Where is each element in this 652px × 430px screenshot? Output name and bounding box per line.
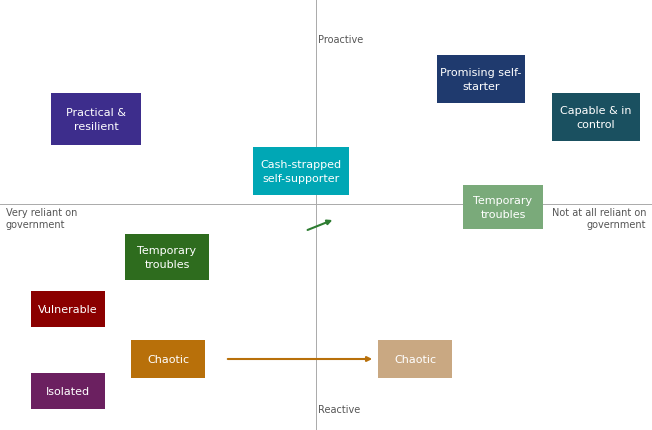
Text: Chaotic: Chaotic (147, 354, 189, 364)
Text: Practical &
resilient: Practical & resilient (66, 108, 126, 131)
FancyBboxPatch shape (463, 186, 543, 230)
Text: Reactive: Reactive (318, 404, 361, 414)
Text: Very reliant on
government: Very reliant on government (6, 208, 78, 230)
Text: Promising self-
starter: Promising self- starter (440, 68, 522, 92)
Text: Temporary
troubles: Temporary troubles (473, 196, 533, 219)
Text: Cash-strapped
self-supporter: Cash-strapped self-supporter (260, 160, 342, 183)
FancyBboxPatch shape (131, 340, 205, 378)
Text: Temporary
troubles: Temporary troubles (138, 246, 196, 269)
FancyBboxPatch shape (552, 94, 640, 141)
FancyBboxPatch shape (31, 373, 105, 409)
Text: Capable & in
control: Capable & in control (560, 106, 632, 129)
FancyBboxPatch shape (125, 234, 209, 280)
FancyBboxPatch shape (437, 56, 525, 104)
FancyBboxPatch shape (31, 291, 105, 327)
FancyBboxPatch shape (253, 147, 349, 196)
Text: Not at all reliant on
government: Not at all reliant on government (552, 208, 646, 230)
FancyBboxPatch shape (51, 94, 141, 146)
FancyBboxPatch shape (378, 340, 452, 378)
Text: Vulnerable: Vulnerable (38, 304, 98, 314)
Text: Proactive: Proactive (318, 35, 363, 45)
Text: Chaotic: Chaotic (394, 354, 436, 364)
Text: Isolated: Isolated (46, 386, 90, 396)
